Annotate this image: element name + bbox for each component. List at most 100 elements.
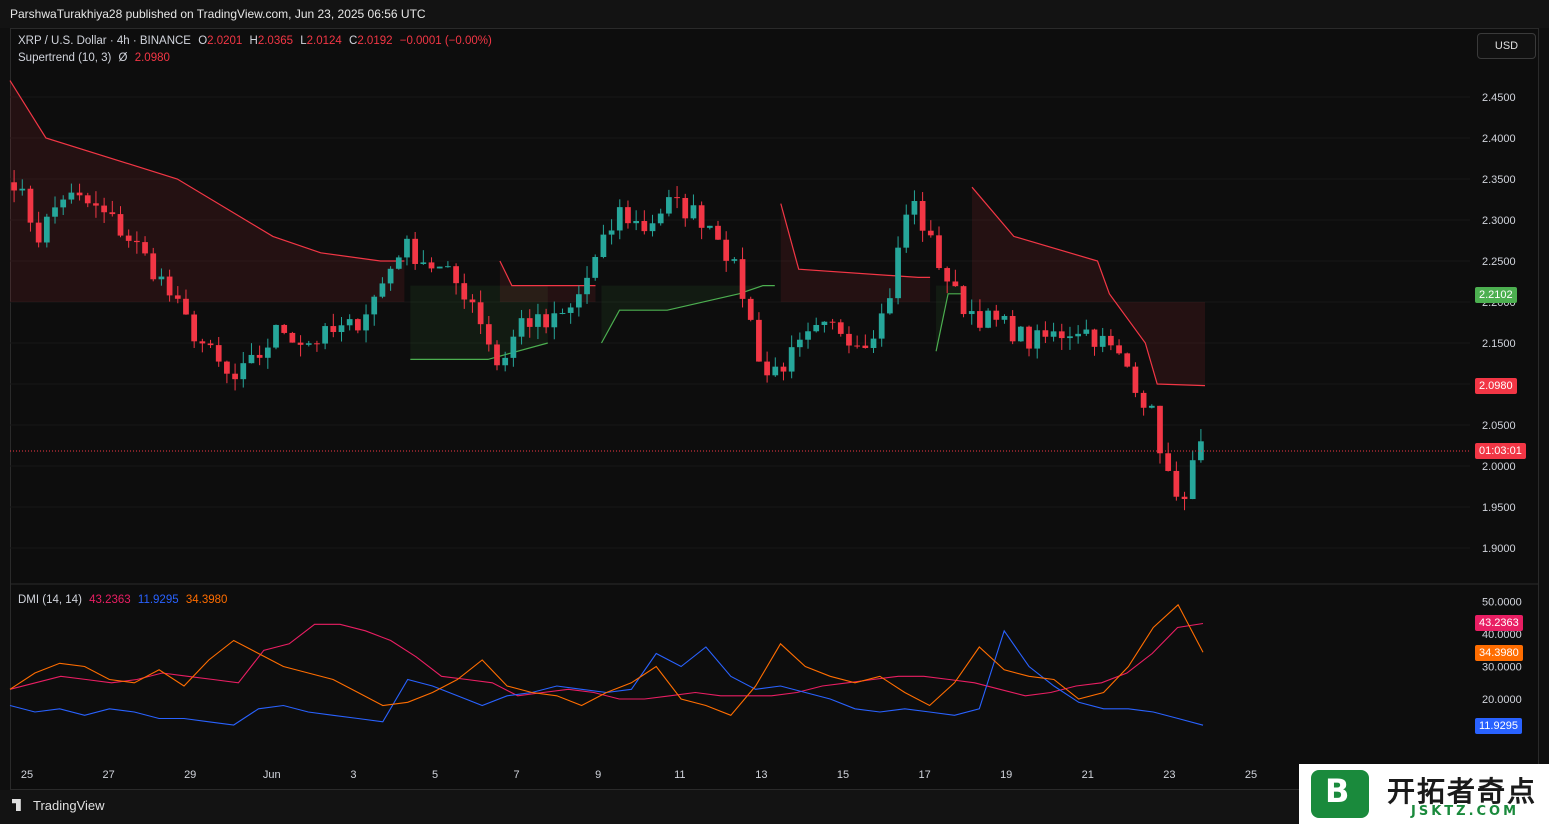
price-tick-label: 2.0500 <box>1482 420 1516 432</box>
candle-body <box>52 207 58 217</box>
tradingview-icon <box>12 799 21 811</box>
candle-body <box>19 188 26 191</box>
candle-body <box>1198 441 1204 461</box>
candle-body <box>985 310 991 328</box>
candle-body <box>1001 316 1008 320</box>
candle-body <box>1034 330 1041 349</box>
candle-body <box>1181 496 1188 500</box>
plus-di-tag: 43.2363 <box>1475 615 1523 631</box>
time-tick-label: 15 <box>837 769 849 781</box>
candle-body <box>764 361 770 376</box>
countdown-tag: 01:03:01 <box>1475 443 1526 459</box>
time-tick-label: 25 <box>21 769 33 781</box>
candle-body <box>428 262 435 269</box>
candle-body <box>35 222 42 243</box>
time-axis: 25 27 29 Jun 3 5 7 9 11 13 15 17 19 21 23 25 <box>21 769 1257 781</box>
candle-body <box>314 343 320 345</box>
currency-button[interactable]: USD <box>1477 33 1536 59</box>
time-tick-label: 21 <box>1082 769 1094 781</box>
candle-body <box>1075 333 1081 337</box>
dmi-line-adx <box>9 603 1204 716</box>
candle-body <box>191 314 198 342</box>
dmi-axis-labels: 20.0000 30.0000 40.0000 50.0000 <box>1482 597 1522 707</box>
candle-body <box>600 234 607 257</box>
published-header: ParshwaTurakhiya28 published on TradingV… <box>0 0 1549 28</box>
candle-body <box>1116 345 1122 354</box>
candle-body <box>1017 326 1024 342</box>
candle-body <box>305 343 312 345</box>
time-tick-label: 9 <box>595 769 601 781</box>
candle-body <box>68 192 75 200</box>
candle-body <box>142 242 148 254</box>
dmi-tick-label: 40.0000 <box>1482 629 1522 641</box>
supertrend-up-tag: 2.2102 <box>1475 287 1517 303</box>
candle-body <box>584 277 590 295</box>
supertrend-value: 2.0980 <box>134 52 170 64</box>
candle-body <box>993 310 1000 320</box>
supertrend-fill-area <box>936 285 966 352</box>
candle-body <box>281 324 288 333</box>
dmi-tick-label: 50.0000 <box>1482 597 1522 609</box>
candle-body <box>215 345 222 362</box>
dmi-series <box>9 603 1204 726</box>
symbol-legend[interactable]: XRP / U.S. Dollar · 4h · BINANCE O2.0201… <box>18 35 496 47</box>
candle-body <box>641 221 648 232</box>
candle-body <box>174 295 181 299</box>
supertrend-up-line <box>600 285 775 344</box>
candle-body <box>944 268 951 282</box>
chart-canvas[interactable]: 1.90001.95002.00002.05002.10002.15002.20… <box>0 0 1549 790</box>
supertrend-fill-area <box>499 261 596 302</box>
tradingview-logo[interactable]: TradingView <box>12 798 105 813</box>
candle-body <box>854 345 861 347</box>
candle-body <box>1026 326 1032 349</box>
site-watermark: B 开拓者奇点 JSKTZ.COM <box>1299 764 1549 824</box>
candle-body <box>698 205 705 228</box>
adx-value: 34.3980 <box>185 594 228 606</box>
candle-body <box>166 276 173 296</box>
candle-body <box>919 200 926 231</box>
candle-body <box>412 238 419 264</box>
candle-body <box>633 221 640 224</box>
candle-body <box>772 366 779 376</box>
candle-body <box>846 333 852 346</box>
dmi-legend[interactable]: DMI (14, 14) 43.2363 11.9295 34.3980 <box>18 594 231 606</box>
candle-body <box>248 354 255 364</box>
candle-body <box>510 336 517 358</box>
candle-body <box>739 259 746 299</box>
supertrend-fill-area <box>972 187 1205 386</box>
candle-body <box>297 342 304 345</box>
candle-body <box>1108 335 1114 346</box>
candle-body <box>60 199 67 208</box>
candle-body <box>420 262 427 264</box>
supertrend-up-line <box>935 293 966 352</box>
minus-di-value: 11.9295 <box>137 594 179 606</box>
candle-body <box>354 319 361 331</box>
candle-body <box>960 286 967 315</box>
supertrend-lines <box>9 80 1206 387</box>
candle-body <box>715 225 721 240</box>
candle-body <box>551 313 558 328</box>
supertrend-fill-area <box>601 285 775 343</box>
candle-body <box>1165 453 1172 471</box>
chart-frame[interactable] <box>10 28 1539 790</box>
price-tick-label: 2.3500 <box>1482 174 1516 186</box>
time-tick-label: 23 <box>1163 769 1175 781</box>
candle-body <box>780 366 787 372</box>
candle-body <box>1173 470 1180 497</box>
candle-body <box>322 326 328 344</box>
supertrend-down-line <box>971 186 1206 387</box>
time-tick-label: 29 <box>184 769 196 781</box>
candle-body <box>559 312 566 314</box>
candle-body <box>485 324 492 345</box>
price-tick-label: 2.3000 <box>1482 215 1516 227</box>
footer-bar <box>0 790 1549 824</box>
time-tick-label: 3 <box>350 769 356 781</box>
supertrend-legend[interactable]: Supertrend (10, 3) Ø 2.0980 <box>18 52 174 64</box>
candle-body <box>706 225 713 228</box>
candle-body <box>1148 405 1155 408</box>
price-tick-label: 2.4500 <box>1482 92 1516 104</box>
candle-body <box>968 311 975 315</box>
candle-body <box>903 214 910 248</box>
candle-body <box>502 357 509 366</box>
candle-body <box>436 266 443 269</box>
